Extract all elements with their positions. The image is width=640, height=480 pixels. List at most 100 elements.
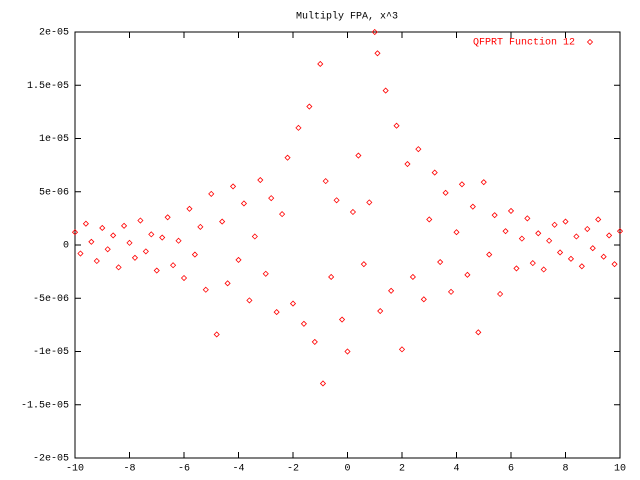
scatter-point: [153, 267, 160, 274]
scatter-point: [497, 290, 504, 298]
y-tick-label: -1e-05: [33, 347, 69, 358]
scatter-point: [99, 224, 106, 232]
scatter-point: [486, 251, 493, 258]
scatter-point: [202, 286, 209, 293]
scatter-point: [480, 179, 487, 186]
scatter-point: [88, 238, 95, 245]
scatter-point: [567, 255, 575, 262]
scatter-point: [377, 307, 384, 315]
scatter-point: [311, 338, 318, 345]
scatter-point: [197, 223, 204, 230]
scatter-point: [415, 146, 422, 153]
scatter-point: [431, 169, 438, 176]
scatter-point: [115, 264, 122, 271]
y-tick-label: 1e-05: [39, 134, 69, 145]
scatter-point: [148, 231, 155, 238]
scatter-point: [589, 245, 596, 252]
scatter-point: [600, 253, 607, 260]
scatter-point: [546, 237, 553, 244]
scatter-point: [344, 348, 351, 355]
scatter-point: [469, 203, 476, 210]
y-tick-label: -2e-05: [33, 454, 69, 465]
scatter-point: [126, 239, 133, 246]
scatter-point: [262, 270, 269, 277]
scatter-point: [71, 229, 79, 236]
scatter-point: [104, 246, 111, 253]
scatter-point: [355, 152, 362, 159]
scatter-point: [289, 300, 297, 307]
scatter-point: [360, 261, 367, 268]
scatter-point: [491, 212, 498, 219]
x-tick-label: -10: [66, 464, 84, 475]
scatter-point: [180, 274, 188, 282]
scatter-point: [142, 248, 149, 255]
scatter-point: [213, 331, 220, 338]
scatter-point: [524, 215, 531, 222]
y-tick-label: -1.5e-05: [21, 400, 69, 411]
scatter-point: [229, 183, 237, 190]
scatter-point: [322, 178, 329, 185]
scatter-point: [404, 160, 411, 168]
x-tick-label: 2: [399, 464, 405, 475]
scatter-point: [257, 176, 264, 184]
scatter-point: [371, 28, 378, 36]
scatter-point: [507, 207, 515, 214]
x-tick-label: 4: [453, 464, 459, 475]
scatter-point: [374, 50, 381, 57]
scatter-point: [382, 87, 389, 94]
scatter-point: [420, 296, 427, 303]
legend-marker: [586, 38, 594, 46]
scatter-point: [235, 256, 242, 263]
scatter-point: [300, 320, 307, 327]
chart-title: Multiply FPA, x^3: [296, 11, 398, 23]
scatter-point: [251, 233, 258, 240]
scatter-point: [437, 258, 444, 266]
scatter-point: [518, 235, 525, 242]
scatter-point: [540, 266, 547, 273]
y-tick-label: 0: [63, 241, 69, 252]
scatter-point: [366, 199, 373, 206]
scatter-point: [529, 260, 536, 267]
x-tick-label: -6: [178, 464, 190, 475]
scatter-point: [137, 217, 144, 224]
scatter-point: [191, 251, 198, 258]
scatter-point: [578, 263, 585, 270]
scatter-point: [573, 233, 580, 240]
scatter-point: [319, 380, 327, 387]
scatter-point: [606, 232, 613, 239]
scatter-point: [93, 257, 100, 265]
scatter-point: [208, 190, 215, 197]
scatter-point: [556, 249, 564, 256]
scatter-point: [584, 225, 591, 233]
y-tick-label: -5e-06: [33, 294, 69, 305]
x-tick-label: -2: [287, 464, 299, 475]
scatter-point: [159, 234, 166, 241]
scatter-point: [246, 297, 253, 304]
scatter-point: [562, 218, 569, 225]
scatter-point: [611, 261, 618, 268]
scatter-point: [131, 254, 139, 261]
scatter-point: [442, 189, 449, 196]
y-tick-label: 5e-06: [39, 187, 69, 198]
scatter-point: [333, 197, 340, 204]
scatter-point: [475, 329, 482, 336]
scatter-point: [535, 230, 542, 237]
scatter-point: [453, 229, 460, 236]
scatter-point: [295, 124, 302, 131]
scatter-point: [219, 218, 226, 225]
scatter-point: [398, 346, 406, 353]
scatter-point: [224, 280, 231, 287]
scatter-point: [409, 273, 416, 281]
scatter-point: [388, 287, 395, 294]
scatter-point: [110, 232, 117, 239]
scatter-point: [170, 262, 177, 269]
scatter-point: [279, 211, 286, 218]
scatter-point: [164, 214, 171, 221]
scatter-point: [447, 288, 455, 295]
scatter-point: [551, 221, 558, 228]
scatter-point: [616, 228, 624, 235]
scatter-point: [513, 265, 520, 272]
x-tick-label: 8: [562, 464, 568, 475]
x-tick-label: -4: [232, 464, 244, 475]
